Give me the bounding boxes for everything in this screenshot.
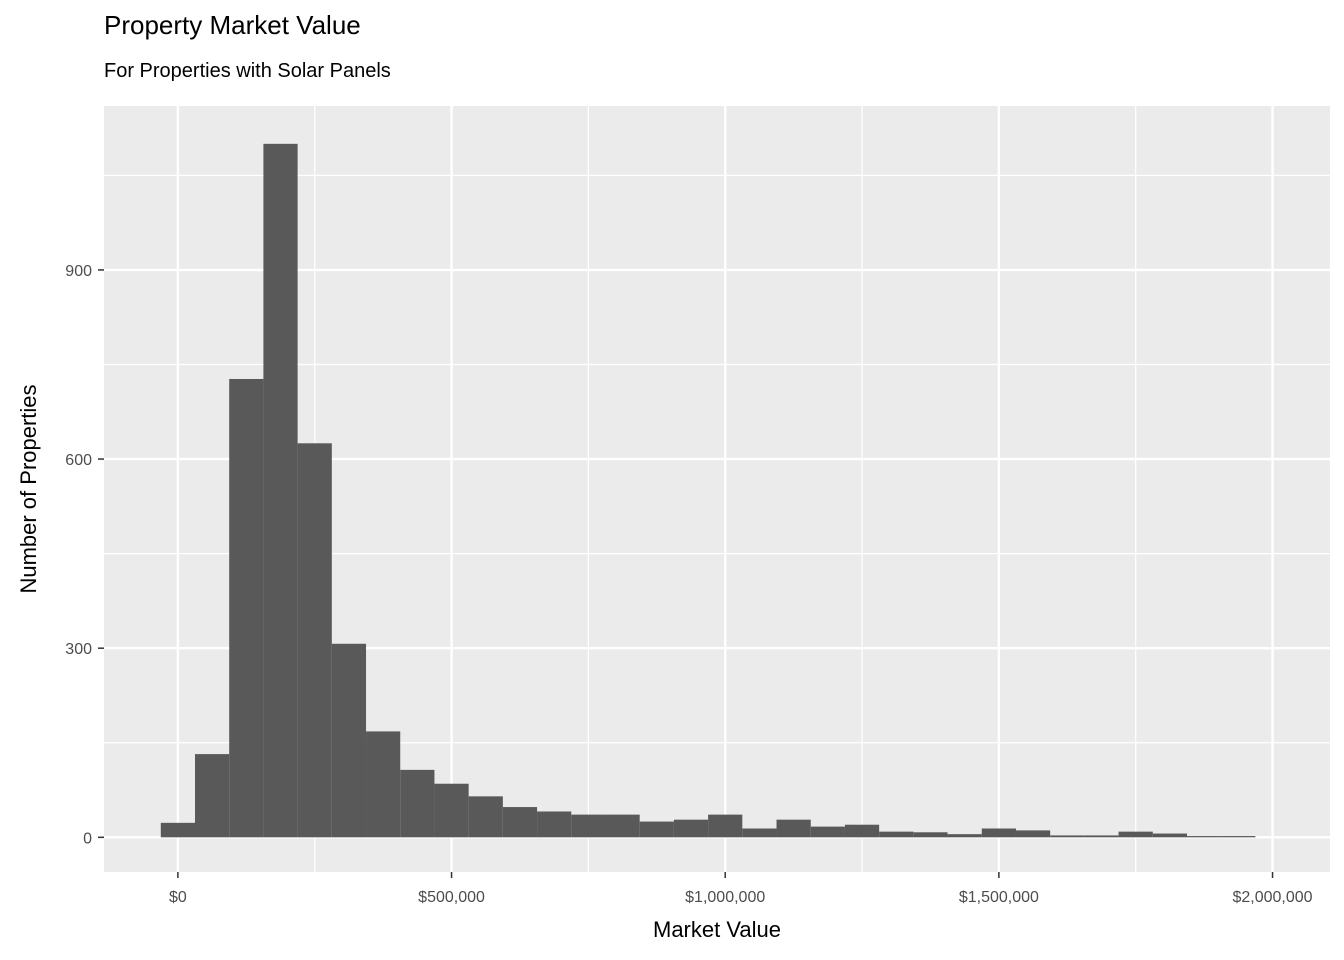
histogram-bar [537, 811, 572, 838]
histogram-bar [844, 824, 880, 838]
x-tick-label: $0 [169, 889, 187, 906]
histogram-bars [160, 143, 1256, 838]
x-axis: $0 $500,000 $1,000,000 $1,500,000 $2,000,000 [169, 872, 1313, 906]
histogram-bar [639, 821, 674, 838]
y-tick-label: 0 [83, 830, 92, 847]
chart-title: Property Market Value [104, 10, 361, 40]
histogram-bar [1118, 831, 1153, 838]
histogram-bar [502, 807, 538, 838]
y-tick-label: 600 [65, 452, 92, 469]
histogram-bar [981, 828, 1016, 838]
histogram-bar [1152, 833, 1188, 838]
histogram-bar [297, 443, 332, 838]
histogram-bar [434, 783, 469, 838]
histogram-bar [879, 831, 914, 838]
chart-subtitle: For Properties with Solar Panels [104, 60, 391, 82]
histogram-bar [1015, 830, 1051, 838]
histogram-bar [1050, 835, 1085, 838]
histogram-bar [673, 819, 709, 838]
histogram-bar [1221, 836, 1256, 838]
x-tick-label: $1,500,000 [959, 889, 1039, 906]
histogram-bar [194, 754, 230, 838]
histogram-bar [571, 814, 606, 838]
histogram-bar [913, 832, 948, 838]
y-axis: 0 300 600 900 [65, 263, 104, 847]
histogram-bar [366, 731, 401, 838]
x-tick-label: $500,000 [418, 889, 485, 906]
histogram-bar [605, 814, 640, 838]
histogram-bar [1084, 835, 1119, 838]
histogram-bar [468, 796, 503, 838]
histogram-bar [263, 143, 298, 838]
histogram-bar [708, 814, 743, 838]
x-axis-title: Market Value [653, 917, 781, 942]
y-tick-label: 900 [65, 263, 92, 280]
histogram-bar [947, 834, 982, 838]
histogram-bar [160, 822, 195, 838]
x-tick-label: $1,000,000 [685, 889, 765, 906]
histogram-bar [1187, 836, 1222, 838]
histogram-bar [742, 828, 777, 838]
histogram-bar [229, 378, 264, 838]
y-tick-label: 300 [65, 641, 92, 658]
histogram-bar [331, 643, 367, 838]
x-tick-label: $2,000,000 [1232, 889, 1312, 906]
y-axis-title: Number of Properties [16, 384, 41, 593]
histogram-bar [400, 769, 435, 838]
histogram-bar [810, 826, 845, 838]
histogram-bar [776, 819, 811, 838]
